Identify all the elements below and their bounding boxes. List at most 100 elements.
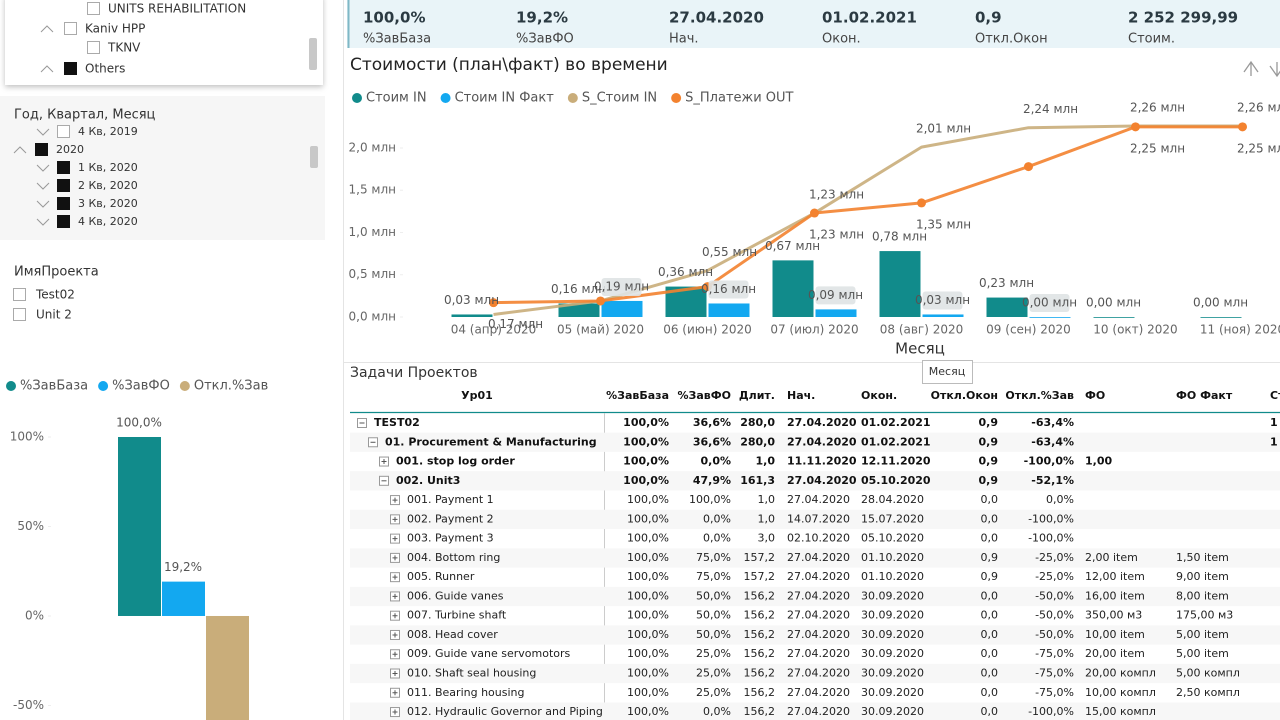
slicer-item: 2 Кв, 2020 (78, 179, 138, 192)
table-cell: 1,50 item (1176, 551, 1229, 564)
column-header: ФО (1085, 389, 1105, 402)
column-header: Ур01 (461, 389, 493, 402)
table-cell: 5,00 компл (1176, 667, 1240, 680)
table-cell: 175,00 м3 (1176, 609, 1233, 622)
table-cell: 0,0 (981, 589, 999, 602)
table-title: Задачи Проектов (350, 365, 478, 381)
bar (772, 260, 814, 317)
data-label: 0,23 млн (979, 276, 1034, 290)
slicer-title: Год, Квартал, Месяц (14, 108, 156, 123)
table-cell: -100,0% (1024, 455, 1074, 468)
chevron (36, 218, 50, 226)
table-cell: TEST02 (374, 416, 420, 429)
checkbox (13, 308, 26, 321)
column-header: Откл.%Зав (1005, 389, 1074, 402)
kpi-value: 100,0% (363, 9, 425, 27)
expander-sign (381, 459, 387, 465)
table-cell: 157,2 (744, 551, 776, 564)
drill-down-icon[interactable] (1269, 62, 1280, 78)
legend-label: Откл.%Зав (194, 379, 268, 394)
kpi-label: %ЗавФО (516, 32, 574, 47)
x-tick-label: 09 (сен) 2020 (986, 323, 1071, 337)
expander-sign (392, 709, 398, 715)
table-cell: 002. Payment 2 (407, 512, 494, 525)
table-cell: 01.02.2021 (861, 416, 931, 429)
slicer-item: 1 Кв, 2020 (78, 161, 138, 174)
table-cell: 0,9 (979, 416, 999, 429)
kpi-value: 0,9 (975, 9, 1002, 27)
label-background (708, 280, 749, 299)
table-cell: 27.04.2020 (787, 416, 857, 429)
bar (879, 251, 921, 317)
table-cell: 0,0 (981, 686, 999, 699)
table-cell: -50,0% (1035, 628, 1074, 641)
table-cell: 05.10.2020 (861, 474, 931, 487)
x-tick-label: 11 (ноя) 2020 (1200, 323, 1280, 337)
table-cell: 1 (1270, 435, 1278, 448)
slicer-background (0, 96, 325, 240)
table-cell: 20,00 компл (1085, 667, 1156, 680)
data-label: 2,26 млн (1237, 101, 1280, 115)
table-cell: 0,0 (981, 493, 999, 506)
table-cell: 02.10.2020 (787, 532, 850, 545)
table-cell: 0,0 (981, 628, 999, 641)
filter-item: Others (85, 62, 125, 76)
table-cell: 25,0% (696, 686, 731, 699)
kpi-label: Стоим. (1128, 32, 1175, 47)
slicer-item: 2020 (56, 143, 84, 156)
checkbox (57, 125, 70, 138)
table-cell: 100,0% (627, 493, 669, 506)
kpi-value: 01.02.2021 (822, 9, 917, 27)
table-cell: 0,0 (981, 647, 999, 660)
table-cell: 1,00 (1085, 455, 1112, 468)
line-point (917, 198, 926, 208)
data-label: 0,16 млн (701, 282, 756, 296)
line-point (1238, 122, 1247, 132)
table-cell: 1,0 (758, 493, 776, 506)
table-cell: 2,50 компл (1176, 686, 1240, 699)
table-cell: -50,0% (1035, 589, 1074, 602)
table-cell: 008. Head cover (407, 628, 498, 641)
checkbox (57, 215, 70, 228)
slicer-item: 3 Кв, 2020 (78, 197, 138, 210)
table-cell: 01. Procurement & Manufacturing (385, 435, 597, 448)
data-label: 0,16 млн (551, 282, 606, 296)
table-cell: 161,3 (740, 474, 775, 487)
data-label: 0,19 млн (594, 279, 649, 293)
table-cell: 30.09.2020 (861, 628, 924, 641)
table-cell: 100,0% (627, 647, 669, 660)
table-cell: 27.04.2020 (787, 435, 857, 448)
scrollbar (310, 146, 318, 168)
x-tick-label: 07 (июл) 2020 (770, 323, 858, 337)
table-cell: 28.04.2020 (861, 493, 924, 506)
data-label: 2,01 млн (916, 122, 971, 136)
table-cell: 100,0% (623, 455, 669, 468)
expander-sign (392, 555, 398, 561)
legend-marker (567, 93, 578, 103)
column-header: %ЗавФО (678, 389, 731, 402)
table-cell: 27.04.2020 (787, 493, 850, 506)
data-label: 100,0% (116, 415, 162, 429)
data-label: 1,23 млн (809, 188, 864, 202)
legend-marker (440, 93, 451, 103)
data-label: 0,03 млн (915, 293, 970, 307)
bar-chart: -50% 0% 50% 100% 100,0% 19,2% (10, 415, 249, 720)
checkbox (64, 62, 77, 75)
table-cell: 100,0% (627, 705, 669, 718)
table-cell: 12.11.2020 (861, 455, 931, 468)
drill-up-icon[interactable] (1243, 60, 1259, 76)
line-point (1131, 122, 1140, 132)
table-cell: -25,0% (1035, 570, 1074, 583)
bar (708, 303, 750, 317)
column-header: Ст (1270, 389, 1280, 402)
line-point (489, 298, 498, 308)
table-cell: 0,9 (979, 455, 999, 468)
row-background (350, 702, 1280, 720)
data-label: 19,2% (164, 560, 202, 574)
table-cell: 27.04.2020 (787, 609, 850, 622)
table-cell: 280,0 (740, 416, 775, 429)
checkbox (57, 179, 70, 192)
tooltip (922, 360, 973, 384)
table-cell: 75,0% (696, 551, 731, 564)
